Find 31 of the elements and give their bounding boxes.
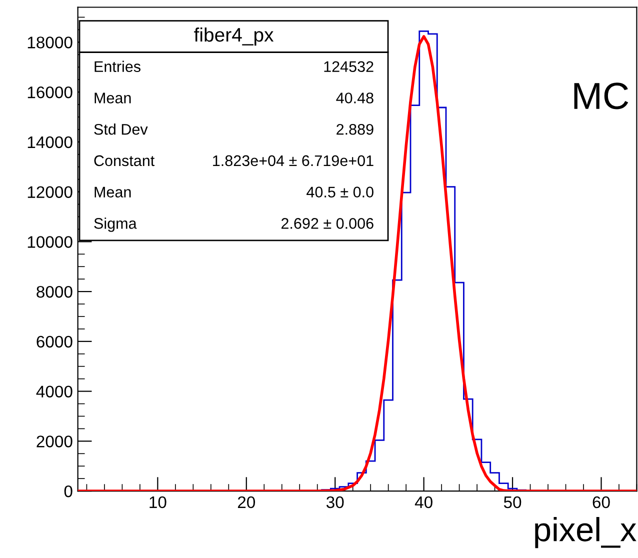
annotation: Mean bbox=[94, 186, 131, 198]
annotation: 40.48 bbox=[336, 92, 374, 104]
y-tick-label: 2000 bbox=[36, 436, 72, 448]
annotation: 124532 bbox=[324, 61, 374, 72]
y-tick-label: 16000 bbox=[28, 86, 72, 98]
x-tick-label: 20 bbox=[238, 496, 256, 508]
annotation: MC bbox=[574, 82, 628, 110]
annotation: Sigma bbox=[94, 218, 137, 232]
y-tick-label: 0 bbox=[64, 485, 72, 498]
annotation: Std Dev bbox=[94, 124, 148, 135]
y-tick-label: 14000 bbox=[28, 136, 72, 148]
y-tick-label: 6000 bbox=[36, 336, 72, 348]
annotation: Entries bbox=[94, 60, 140, 72]
y-tick-label: 10000 bbox=[28, 236, 72, 248]
annotation: 2.889 bbox=[336, 124, 374, 135]
y-tick-label: 4000 bbox=[36, 386, 72, 398]
y-tick-label: 8000 bbox=[36, 286, 72, 298]
annotation: 1.823e+04 ± 6.719e+01 bbox=[213, 155, 374, 166]
x-tick-label: 60 bbox=[592, 496, 610, 508]
x-tick-label: 10 bbox=[150, 496, 166, 508]
x-tick-label: 30 bbox=[326, 496, 344, 508]
x-tick-label: 40 bbox=[414, 496, 432, 508]
annotation: Constant bbox=[94, 155, 155, 166]
annotation: Mean bbox=[94, 92, 131, 104]
x-axis-title: pixel_x bbox=[535, 516, 636, 548]
annotation: 2.692 ± 0.006 bbox=[281, 218, 374, 229]
annotation: 40.5 ± 0.0 bbox=[306, 186, 374, 198]
y-tick-label: 12000 bbox=[28, 186, 72, 198]
annotation: fiber4_px bbox=[194, 27, 274, 46]
x-tick-label: 50 bbox=[504, 496, 522, 508]
y-tick-label: 18000 bbox=[28, 36, 72, 48]
